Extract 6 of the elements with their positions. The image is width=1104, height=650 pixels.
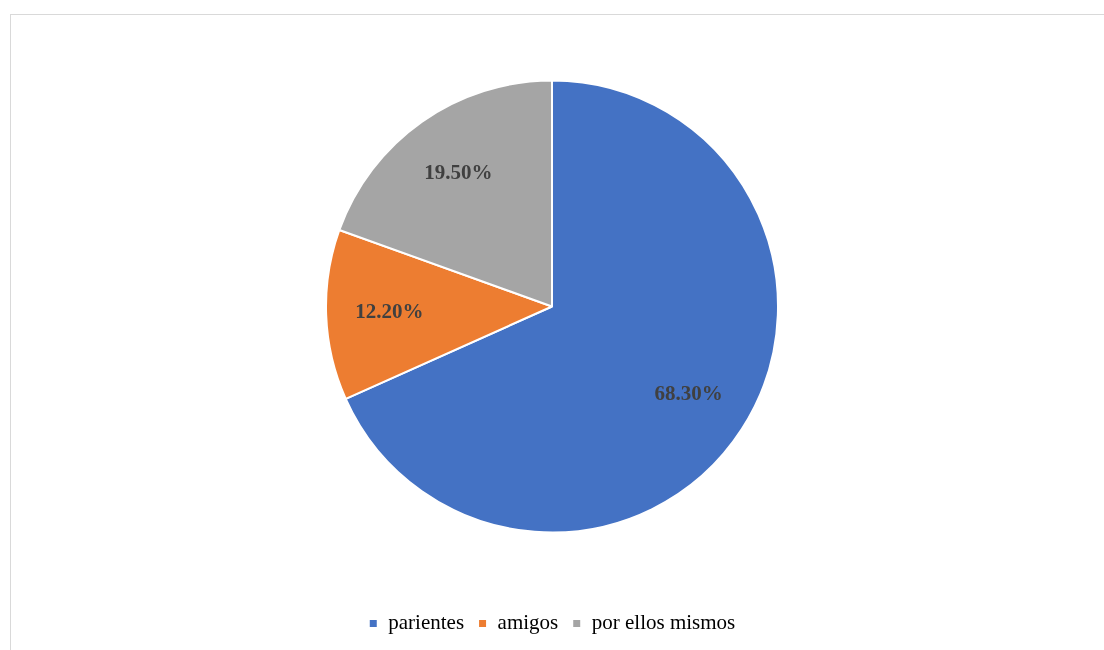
data-label: 68.30% [654,381,723,406]
data-label: 12.20% [355,299,424,324]
legend-label: amigos [497,610,559,635]
data-label: 19.50% [424,159,493,184]
legend-label: por ellos mismos [591,610,736,635]
legend-label: parientes [388,610,465,635]
